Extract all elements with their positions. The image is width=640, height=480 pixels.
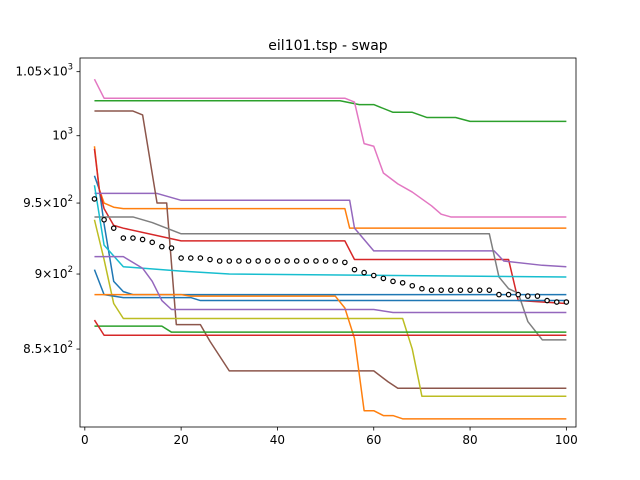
mean-marker-44: [505, 291, 512, 298]
y-tick-label: 1.05×103: [16, 63, 73, 79]
x-tick-label: 20: [173, 433, 188, 447]
mean-marker-9: [168, 245, 175, 251]
mean-marker-35: [419, 285, 425, 292]
mean-marker-46: [525, 293, 531, 299]
mean-marker-45: [515, 291, 522, 298]
chart-title: eil101.tsp - swap: [268, 38, 388, 54]
series-line-5: [94, 192, 567, 268]
mean-marker-40: [467, 287, 473, 293]
mean-marker-13: [207, 256, 213, 263]
mean-marker-6: [139, 236, 146, 243]
y-tick-label: 9×102: [35, 265, 73, 281]
mean-marker-26: [332, 258, 339, 264]
mean-marker-10: [178, 255, 184, 261]
series-line-3: [94, 100, 567, 123]
mean-marker-21: [284, 258, 290, 264]
x-tick-label: 60: [366, 433, 381, 447]
mean-marker-37: [438, 287, 444, 293]
mean-marker-19: [265, 258, 271, 264]
mean-marker-20: [274, 258, 281, 264]
axis-layer: 0 20 40 60 80 100 8.5×102 9×102 9.5×102 103 1.05×1…: [16, 57, 578, 447]
mean-marker-29: [361, 269, 367, 276]
mean-marker-49: [553, 299, 560, 305]
mean-marker-23: [303, 258, 310, 264]
x-tick-label: 0: [81, 433, 89, 447]
mean-marker-47: [534, 293, 541, 299]
mean-marker-41: [476, 287, 483, 293]
mean-marker-32: [390, 278, 396, 285]
mean-marker-1: [91, 196, 98, 202]
series-line-6: [94, 110, 567, 389]
mean-marker-7: [149, 239, 156, 246]
mean-marker-4: [120, 235, 127, 241]
mean-marker-3: [110, 225, 117, 231]
y-tick-label: 103: [52, 127, 73, 143]
mean-marker-28: [351, 266, 358, 273]
series-line-11: [93, 269, 567, 302]
mean-marker-24: [313, 258, 319, 264]
mean-marker-15: [226, 258, 233, 264]
x-tick-label: 40: [270, 433, 285, 447]
mean-marker-5: [130, 235, 136, 241]
series-line-10: [93, 185, 567, 278]
mean-marker-18: [255, 258, 261, 264]
mean-marker-16: [236, 258, 242, 264]
series-line-7: [93, 78, 567, 218]
mean-marker-50: [563, 299, 570, 305]
y-tick-label: 8.5×102: [23, 340, 73, 356]
mean-marker-8: [159, 243, 165, 250]
mean-marker-43: [496, 291, 502, 298]
series-line-12: [94, 293, 567, 420]
mean-marker-30: [370, 272, 377, 279]
mean-marker-layer: [91, 196, 570, 305]
mean-marker-14: [216, 258, 223, 264]
series-line-13: [94, 325, 567, 333]
mean-marker-42: [486, 287, 493, 293]
series-line-4: [93, 148, 567, 305]
series-line-15: [94, 255, 567, 314]
plot-frame: [79, 57, 577, 428]
series-line-9: [93, 219, 567, 397]
x-tick-label: 100: [555, 433, 578, 447]
series-layer: [93, 78, 567, 420]
series-line-14: [93, 319, 567, 336]
mean-marker-27: [342, 259, 348, 266]
mean-marker-11: [187, 255, 194, 261]
mean-marker-31: [380, 275, 387, 282]
mean-marker-39: [457, 287, 464, 293]
mean-marker-34: [409, 282, 416, 289]
mean-marker-38: [447, 287, 454, 293]
mean-marker-17: [245, 258, 252, 264]
y-tick-label: 9.5×102: [23, 194, 73, 210]
mean-marker-22: [293, 258, 300, 264]
mean-marker-33: [399, 280, 406, 286]
mean-marker-36: [428, 287, 435, 293]
x-tick-label: 80: [462, 433, 477, 447]
mean-marker-25: [322, 258, 329, 264]
mean-marker-12: [197, 255, 204, 261]
mean-marker-2: [101, 216, 107, 223]
mean-marker-48: [544, 297, 550, 304]
